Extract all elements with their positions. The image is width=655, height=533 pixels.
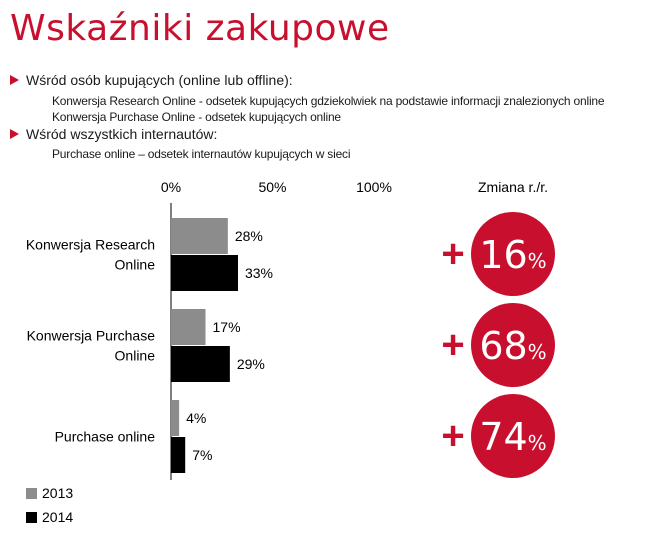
change-header: Zmiana r./r. bbox=[478, 179, 548, 195]
change-value: 74% bbox=[479, 415, 546, 459]
bar-2013 bbox=[171, 400, 180, 436]
bar-2014 bbox=[171, 346, 230, 382]
legend-swatch-2013 bbox=[26, 488, 37, 499]
bullet-buyers-text: Wśród osób kupujących (online lub offlin… bbox=[26, 72, 293, 88]
change-circle bbox=[471, 212, 555, 296]
category-label: Online bbox=[115, 348, 156, 364]
category-label: Online bbox=[115, 257, 156, 273]
plus-sign: + bbox=[441, 323, 464, 367]
change-number: 16 bbox=[479, 233, 527, 277]
change-unit: % bbox=[528, 431, 547, 455]
data-label: 17% bbox=[213, 319, 241, 335]
arrow-right-icon bbox=[10, 129, 19, 139]
data-label: 33% bbox=[245, 265, 273, 281]
category-label: Konwersja Purchase bbox=[27, 328, 156, 344]
change-number: 74 bbox=[479, 415, 527, 459]
bullet-internet-users: Wśród wszystkich internautów: bbox=[10, 126, 217, 142]
change-circle bbox=[471, 303, 555, 387]
data-label: 29% bbox=[237, 356, 265, 372]
change-unit: % bbox=[528, 340, 547, 364]
bar-2014 bbox=[171, 255, 238, 291]
change-circle bbox=[471, 394, 555, 478]
arrow-right-icon bbox=[10, 75, 19, 85]
x-tick-label: 0% bbox=[161, 179, 181, 195]
data-label: 4% bbox=[186, 410, 206, 426]
data-label: 28% bbox=[235, 228, 263, 244]
note-purchase-online: Konwersja Purchase Online - odsetek kupu… bbox=[52, 110, 341, 124]
plus-sign: + bbox=[441, 414, 464, 458]
change-unit: % bbox=[528, 249, 547, 273]
legend-label: 2014 bbox=[42, 509, 73, 525]
bar-2013 bbox=[171, 309, 206, 345]
note-research-online: Konwersja Research Online - odsetek kupu… bbox=[52, 94, 605, 108]
category-label: Konwersja Research bbox=[26, 237, 155, 253]
legend-swatch-2014 bbox=[26, 512, 37, 523]
bar-2014 bbox=[171, 437, 186, 473]
x-tick-label: 100% bbox=[356, 179, 392, 195]
note-purchase-online-users: Purchase online – odsetek internautów ku… bbox=[52, 147, 351, 161]
change-number: 68 bbox=[479, 324, 527, 368]
bullet-buyers: Wśród osób kupujących (online lub offlin… bbox=[10, 72, 293, 88]
bullet-internet-users-text: Wśród wszystkich internautów: bbox=[26, 126, 218, 142]
data-label: 7% bbox=[192, 447, 212, 463]
change-value: 16% bbox=[479, 233, 546, 277]
legend-label: 2013 bbox=[42, 485, 73, 501]
change-value: 68% bbox=[479, 324, 546, 368]
category-label: Purchase online bbox=[55, 429, 156, 445]
plus-sign: + bbox=[441, 232, 464, 276]
bar-2013 bbox=[171, 218, 228, 254]
x-tick-label: 50% bbox=[258, 179, 286, 195]
page-title: Wskaźniki zakupowe bbox=[10, 8, 390, 49]
